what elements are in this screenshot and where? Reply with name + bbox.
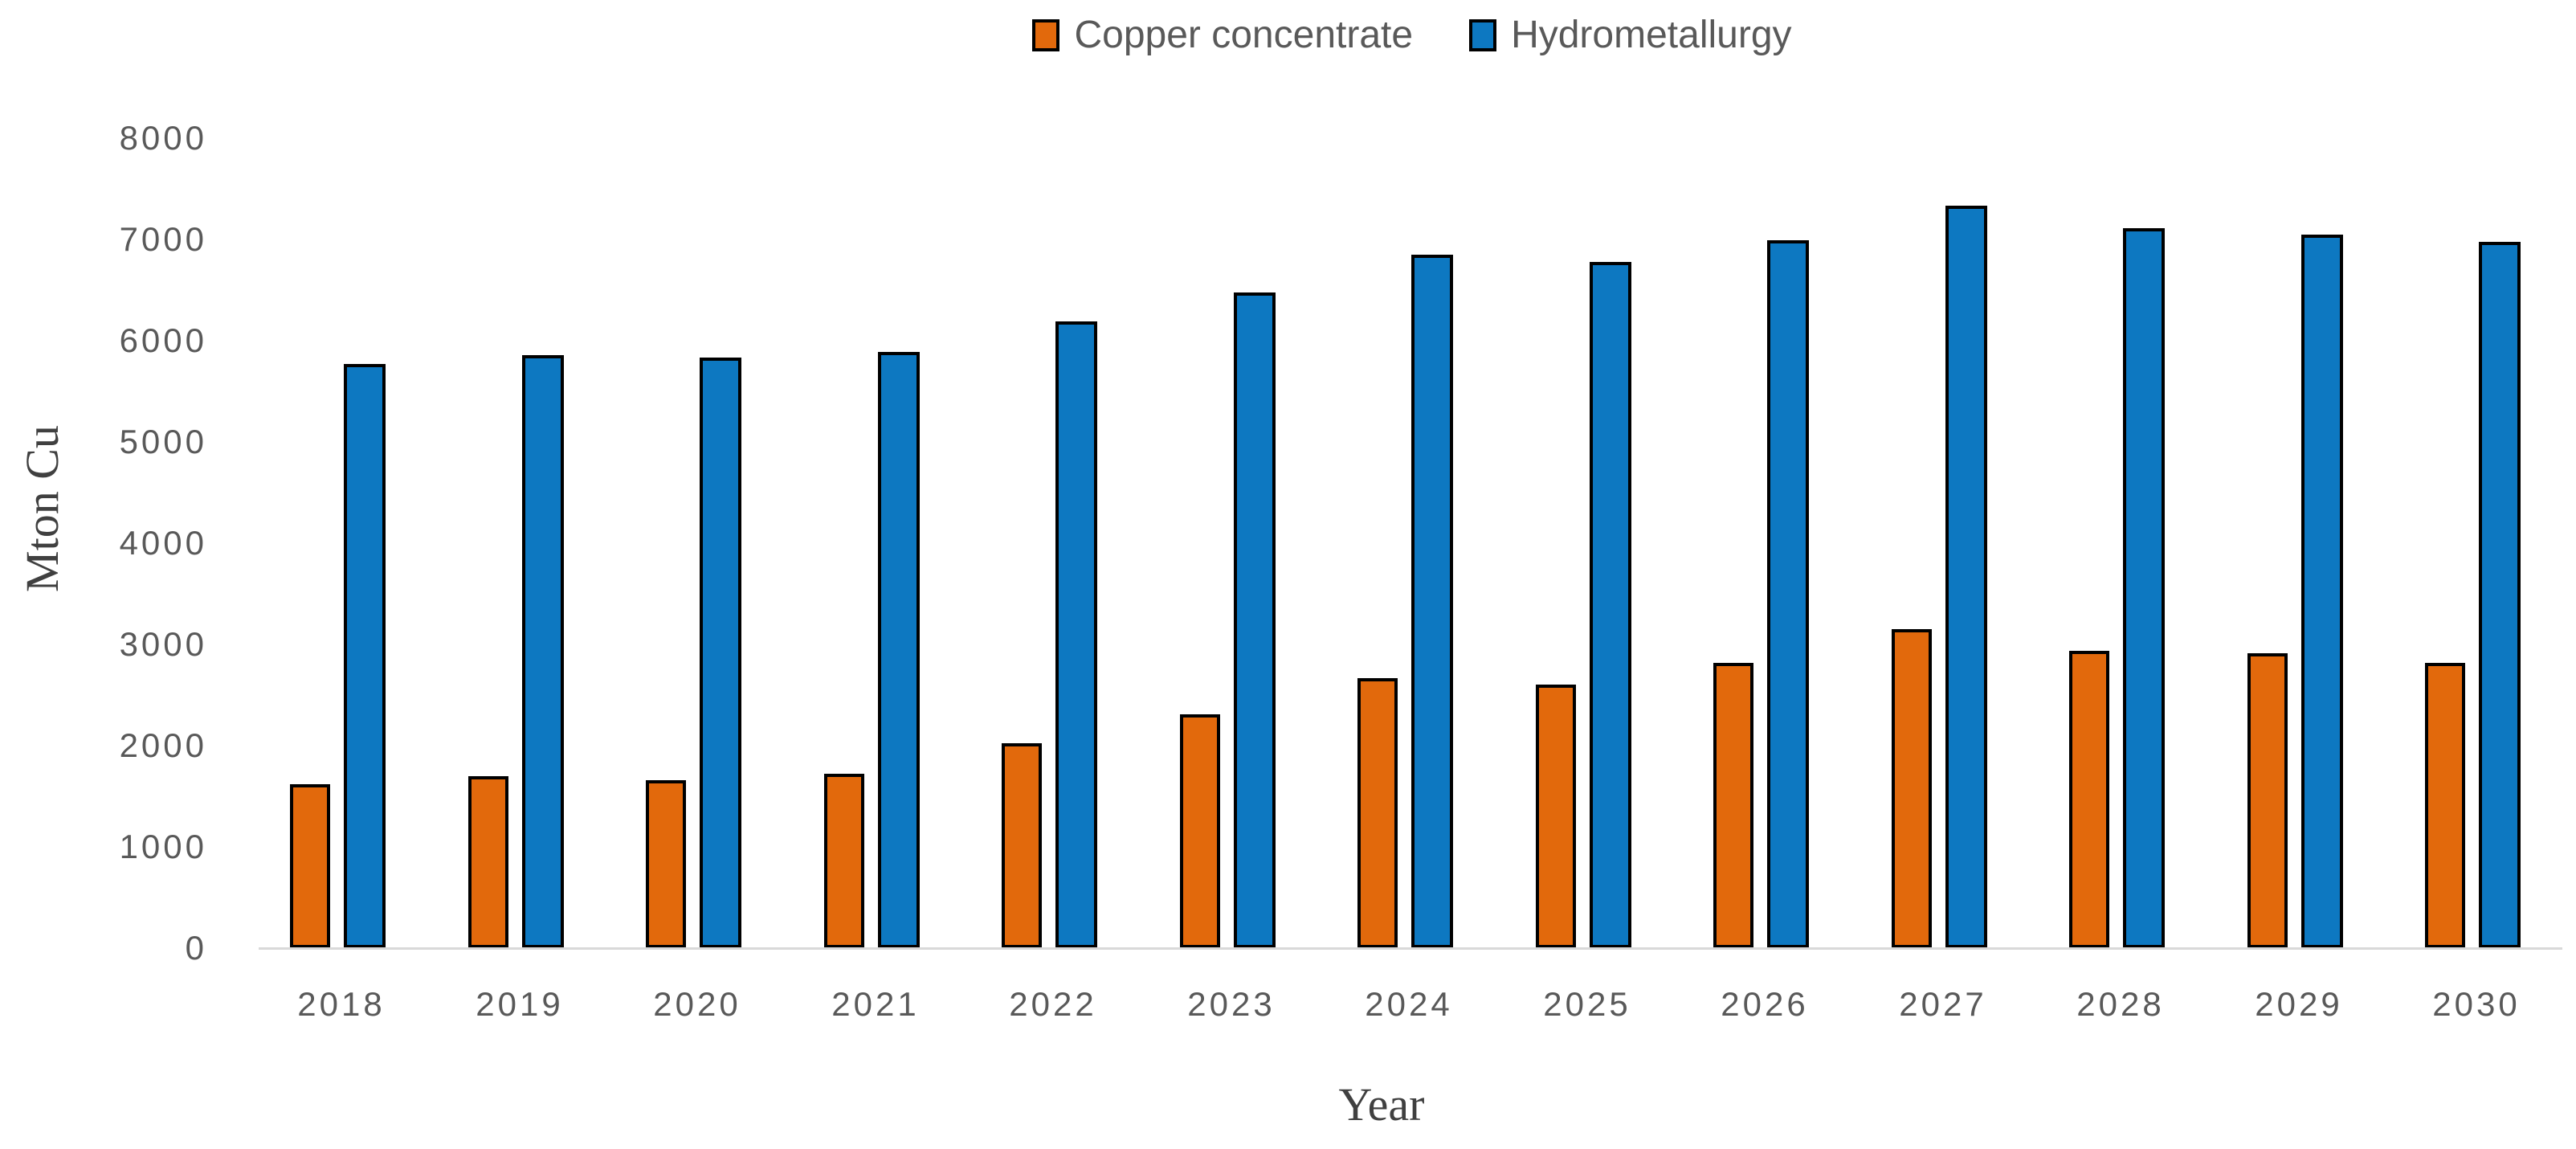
bar-hydrometallurgy-2027 [1945, 206, 1987, 948]
x-tick-label-2029: 2029 [2255, 985, 2343, 1023]
y-tick-label: 7000 [119, 220, 207, 258]
legend-swatch-copper-concentrate [1032, 18, 1060, 51]
bar-copper-concentrate-2024 [1357, 678, 1398, 948]
legend-item-hydrometallurgy: Hydrometallurgy [1469, 13, 1792, 57]
legend-item-copper-concentrate: Copper concentrate [1032, 13, 1413, 57]
x-tick-label-2028: 2028 [2076, 985, 2165, 1023]
legend-label: Copper concentrate [1074, 14, 1414, 56]
bar-hydrometallurgy-2023 [1234, 292, 1276, 948]
bar-copper-concentrate-2026 [1713, 663, 1753, 948]
y-tick-label: 0 [185, 929, 207, 967]
y-tick-label: 3000 [119, 625, 207, 663]
y-tick-label: 6000 [119, 321, 207, 359]
bar-copper-concentrate-2028 [2069, 651, 2109, 948]
bar-hydrometallurgy-2021 [878, 352, 920, 948]
legend-label: Hydrometallurgy [1511, 14, 1792, 56]
bar-copper-concentrate-2022 [1002, 743, 1042, 948]
bar-hydrometallurgy-2024 [1411, 255, 1453, 948]
x-tick-label-2023: 2023 [1187, 985, 1276, 1023]
x-tick-label-2030: 2030 [2432, 985, 2521, 1023]
bar-hydrometallurgy-2028 [2123, 228, 2165, 948]
x-tick-label-2025: 2025 [1543, 985, 1631, 1023]
bar-hydrometallurgy-2019 [522, 355, 564, 948]
bar-hydrometallurgy-2020 [700, 358, 741, 948]
x-tick-label-2019: 2019 [476, 985, 564, 1023]
x-tick-label-2020: 2020 [653, 985, 741, 1023]
x-tick-label-2022: 2022 [1009, 985, 1097, 1023]
chart-legend: Copper concentrate Hydrometallurgy [265, 13, 2559, 57]
bar-hydrometallurgy-2025 [1590, 262, 1631, 948]
legend-swatch-hydrometallurgy [1469, 18, 1497, 51]
bar-hydrometallurgy-2018 [344, 364, 386, 948]
y-tick-label: 5000 [119, 423, 207, 460]
y-tick-label: 1000 [119, 828, 207, 865]
x-tick-label-2021: 2021 [831, 985, 920, 1023]
bar-hydrometallurgy-2030 [2479, 242, 2521, 948]
y-tick-label: 4000 [119, 524, 207, 562]
x-axis-line [259, 947, 2562, 950]
bar-copper-concentrate-2019 [468, 776, 508, 948]
bar-copper-concentrate-2020 [646, 780, 686, 948]
x-tick-label-2024: 2024 [1365, 985, 1453, 1023]
bar-copper-concentrate-2027 [1892, 629, 1932, 948]
x-tick-label-2018: 2018 [297, 985, 386, 1023]
bar-copper-concentrate-2021 [824, 774, 864, 948]
x-tick-label-2026: 2026 [1721, 985, 1809, 1023]
bar-copper-concentrate-2029 [2247, 653, 2288, 948]
bar-copper-concentrate-2025 [1536, 685, 1576, 948]
y-tick-label: 8000 [119, 119, 207, 157]
bar-copper-concentrate-2030 [2425, 663, 2465, 948]
bar-copper-concentrate-2018 [290, 784, 330, 948]
x-tick-label-2027: 2027 [1899, 985, 1987, 1023]
bar-hydrometallurgy-2026 [1767, 240, 1809, 948]
y-tick-label: 2000 [119, 726, 207, 764]
bar-hydrometallurgy-2029 [2301, 235, 2343, 948]
bar-copper-concentrate-2023 [1180, 714, 1220, 948]
bar-hydrometallurgy-2022 [1055, 321, 1097, 948]
x-axis-title: Year [1338, 1078, 1425, 1131]
